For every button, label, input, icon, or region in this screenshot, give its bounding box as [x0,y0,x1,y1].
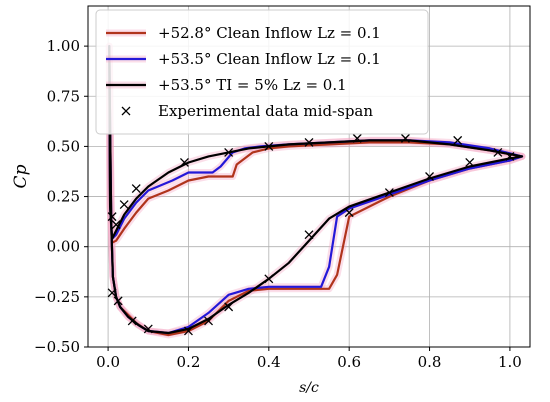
experimental-markers [107,133,515,336]
experimental-point [425,172,435,181]
y-tick-label: −0.25 [34,288,80,306]
legend-box [95,9,429,135]
experimental-point [143,324,153,334]
experimental-point [113,296,123,306]
experimental-point [264,274,274,284]
x-tick-label: 0.0 [96,353,120,371]
experimental-point [204,316,214,326]
experimental-point [453,135,463,145]
y-tick-label: 1.00 [47,37,80,55]
experimental-point [505,151,515,161]
experimental-point [400,133,410,143]
experimental-point [107,288,117,298]
y-tick-label: −0.50 [34,338,80,356]
experimental-point [304,230,314,240]
experimental-point [344,208,354,218]
plot-frame [87,5,531,348]
y-tick-label: 0.00 [47,238,80,256]
x-tick-label: 1.0 [498,353,522,371]
legend: +52.8° Clean Inflow Lz = 0.1 +53.5° Clean… [95,9,429,135]
experimental-point [111,220,121,230]
experimental-point [127,316,137,326]
experimental-point [465,157,475,167]
y-tick-label: 0.25 [47,188,80,206]
axis-labels: s/c Cp [11,164,319,396]
experimental-point [493,147,503,157]
experimental-point [119,200,129,210]
experimental-point [304,137,314,147]
legend-label-2: +53.5° TI = 5% Lz = 0.1 [158,76,347,94]
experimental-point [179,157,189,167]
x-tick-label: 0.6 [337,353,361,371]
experimental-point [107,212,117,222]
legend-label-0: +52.8° Clean Inflow Lz = 0.1 [158,24,381,42]
x-tick-label: 0.2 [177,353,201,371]
legend-label-1: +53.5° Clean Inflow Lz = 0.1 [158,50,381,68]
x-tick-label: 0.4 [257,353,281,371]
experimental-point [264,141,274,151]
y-axis-label: Cp [11,164,31,188]
experimental-point [352,133,362,143]
experimental-point [224,147,234,157]
y-tick-label: 0.50 [47,137,80,155]
y-tick-label: 0.75 [47,87,80,105]
x-tick-label: 0.8 [418,353,442,371]
axis-ticks: 0.0 0.2 0.4 0.6 0.8 1.0 −0.50 −0.25 0.00 0.25 0.50… [34,37,522,371]
legend-marker-experimental [121,106,131,116]
experimental-point [131,184,141,193]
experimental-point [183,326,193,336]
x-axis-label: s/c [299,380,319,396]
experimental-point [384,188,394,198]
legend-label-experimental: Experimental data mid-span [158,102,373,120]
experimental-point [224,302,234,312]
